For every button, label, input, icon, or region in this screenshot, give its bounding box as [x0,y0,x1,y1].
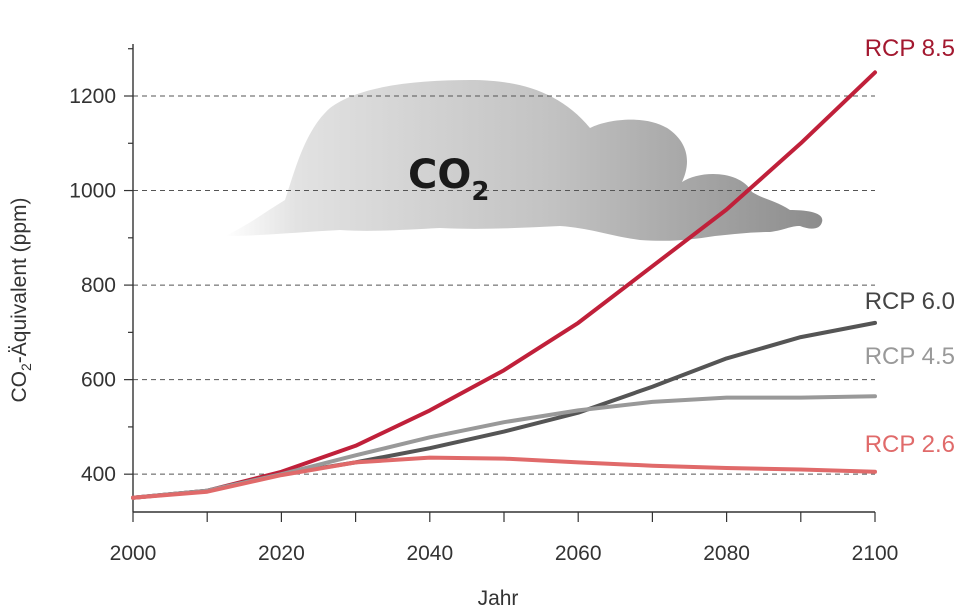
y-tick-label: 400 [81,463,116,486]
data-series [131,70,877,500]
y-axis-title-subscript: 2 [18,363,34,371]
axes: 400 600 800 1000 1200 2000 2020 2040 2060 2080 210… [69,44,898,565]
x-tick-label: 2080 [703,542,750,565]
series-label-rcp-4-5: RCP 4.5 [865,343,955,370]
y-axis-title: CO2-Äquivalent (ppm) [8,197,34,402]
y-tick-label: 1200 [69,85,116,108]
y-tick-label: 800 [81,274,116,297]
series-label-rcp-6-0: RCP 6.0 [865,288,955,315]
x-tick-label: 2000 [110,542,157,565]
x-tick-label: 2040 [406,542,453,565]
x-tick-label: 2060 [555,542,602,565]
series-label-rcp-2-6: RCP 2.6 [865,431,955,458]
x-tick-label: 2100 [852,542,899,565]
series-line-rcp-6-0 [131,320,877,500]
grid-lines [133,95,875,475]
y-tick-label: 1000 [69,180,116,203]
y-tick-label: 600 [81,369,116,392]
series-line-rcp-2-6 [131,455,877,500]
series-label-rcp-8-5: RCP 8.5 [865,35,955,62]
x-axis-title: Jahr [478,587,519,610]
cloud-label-subscript: 2 [471,177,489,207]
x-tick-label: 2020 [258,542,305,565]
co2-cloud [225,80,823,241]
series-labels: RCP 8.5 RCP 6.0 RCP 4.5 RCP 2.6 [865,35,955,458]
